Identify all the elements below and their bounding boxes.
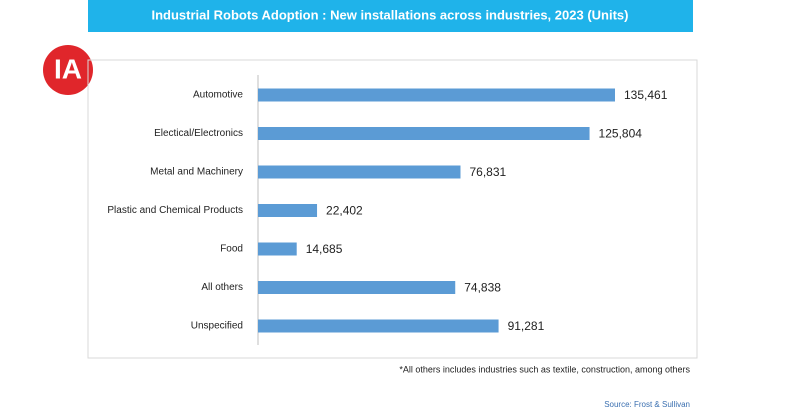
category-label: All others	[201, 282, 243, 293]
data-label: 135,461	[624, 88, 668, 102]
bar	[258, 165, 461, 179]
category-label: Automotive	[193, 90, 243, 101]
chart-title: Industrial Robots Adoption : New install…	[152, 7, 629, 22]
category-label: Metal and Machinery	[150, 167, 243, 178]
data-label: 22,402	[326, 204, 363, 218]
category-label: Plastic and Chemical Products	[107, 205, 243, 216]
data-label: 125,804	[599, 127, 643, 141]
bar	[258, 242, 297, 256]
title-banner	[88, 0, 693, 32]
bar	[258, 127, 590, 140]
bar	[258, 319, 499, 333]
logo-circle	[43, 45, 93, 95]
plot-frame	[87, 59, 698, 359]
category-label: Unspecified	[191, 321, 243, 332]
bar	[258, 204, 318, 217]
logo: IA	[54, 53, 82, 84]
category-label: Electical/Electronics	[154, 128, 243, 139]
footnote: *All others includes industries such as …	[399, 364, 690, 374]
bar	[258, 88, 615, 102]
data-label: 74,838	[464, 281, 501, 295]
category-label: Food	[220, 244, 243, 255]
source: Source: Frost & Sullivan	[604, 400, 690, 409]
data-label: 76,831	[469, 165, 506, 179]
data-label: 14,685	[306, 242, 343, 256]
bar	[258, 281, 456, 294]
data-label: 91,281	[508, 319, 545, 333]
